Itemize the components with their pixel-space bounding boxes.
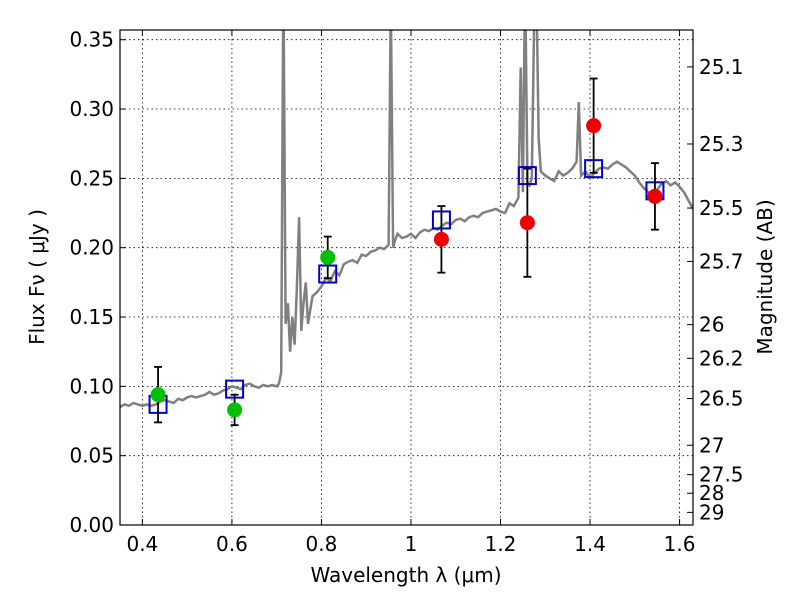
right-tick-label: 25.1 xyxy=(699,55,744,79)
red-point xyxy=(519,215,535,231)
right-tick-label: 26.5 xyxy=(699,387,744,411)
y-axis-label: Flux Fν ( μJy ) xyxy=(25,209,49,345)
x-tick-label: 0.6 xyxy=(216,532,248,556)
y-tick-label: 0.35 xyxy=(69,28,114,52)
y-tick-label: 0.00 xyxy=(69,513,114,537)
y-tick-label: 0.30 xyxy=(69,97,114,121)
right-tick-label: 25.7 xyxy=(699,249,744,273)
grid xyxy=(120,30,693,526)
observed-points xyxy=(150,118,663,418)
right-tick-label: 27.5 xyxy=(699,463,744,487)
right-tick-label: 27 xyxy=(699,433,724,457)
plot-frame xyxy=(119,29,694,526)
red-point xyxy=(433,231,449,247)
x-axis-ticks: 0.4 0.6 0.8 1 1.2 1.4 1.6 xyxy=(126,30,695,556)
right-tick-label: 26 xyxy=(699,313,724,337)
x-axis-label: Wavelength λ (μm) xyxy=(310,563,501,587)
right-tick-label: 25.3 xyxy=(699,132,744,156)
right-axis-label: Magnitude (AB) xyxy=(753,199,777,354)
x-tick-label: 1.6 xyxy=(664,532,696,556)
x-tick-label: 0.4 xyxy=(126,532,158,556)
y-tick-label: 0.05 xyxy=(69,444,114,468)
right-tick-label: 29 xyxy=(699,500,724,524)
y-tick-label: 0.15 xyxy=(69,305,114,329)
green-point xyxy=(320,249,336,265)
red-point xyxy=(586,118,602,134)
red-point xyxy=(647,188,663,204)
x-tick-label: 1.2 xyxy=(485,532,517,556)
green-point xyxy=(150,387,166,403)
plot-area xyxy=(120,30,693,427)
right-tick-label: 26.2 xyxy=(699,346,744,370)
y-tick-label: 0.20 xyxy=(69,236,114,260)
green-point xyxy=(227,402,243,418)
x-tick-label: 1 xyxy=(405,532,418,556)
right-tick-label: 28 xyxy=(699,481,724,505)
right-tick-label: 25.5 xyxy=(699,196,744,220)
y-axis-ticks: 0.00 0.05 0.10 0.15 0.20 0.25 0.30 0.35 xyxy=(69,28,126,537)
y-tick-label: 0.25 xyxy=(69,166,114,190)
x-tick-label: 1.4 xyxy=(574,532,606,556)
x-tick-label: 0.8 xyxy=(306,532,338,556)
y-tick-label: 0.10 xyxy=(69,374,114,398)
